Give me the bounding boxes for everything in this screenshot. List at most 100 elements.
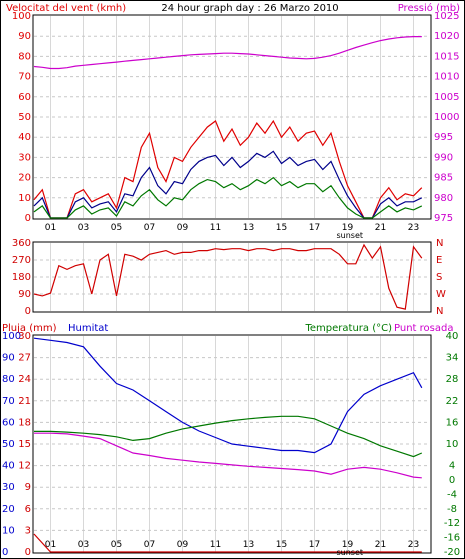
wind-hour-tick: 21	[375, 223, 386, 233]
series-pressure-line	[33, 35, 422, 70]
pressure-y-tick: 975	[434, 213, 453, 224]
lower-hour-tick: 13	[243, 540, 254, 550]
series-temperatura-line	[34, 415, 423, 458]
rain-y-tick: 12	[18, 461, 31, 472]
rain-label: Pluja (mm)	[2, 323, 57, 334]
rain-y-tick: 21	[18, 396, 31, 407]
series-humitat-line	[33, 337, 423, 454]
series-wind-avg-line	[33, 150, 423, 219]
humidity-y-tick: 70	[2, 396, 15, 407]
wind-y-tick: 0	[25, 213, 31, 224]
direction-compass-tick: S	[436, 272, 442, 283]
lower-hour-tick: 11	[210, 540, 221, 550]
humidity-y-tick: 90	[2, 353, 15, 364]
humidity-y-tick: 60	[2, 417, 15, 428]
direction-compass-tick: E	[436, 255, 442, 266]
temperature-y-tick: 4	[449, 461, 455, 472]
wind-y-tick: 80	[18, 51, 31, 62]
pressure-y-tick: 985	[434, 173, 453, 184]
pressure-y-tick: 1010	[434, 72, 459, 83]
wind-hour-tick: 05	[111, 223, 122, 233]
lower-hour-tick: 07	[144, 540, 155, 550]
series-wind-low-line	[33, 176, 423, 219]
chart-marks-layer: 0102030405060708090100975980985990995100…	[2, 11, 460, 558]
pressure-y-tick: 1005	[434, 92, 459, 103]
direction-y-tick: 180	[12, 272, 31, 283]
humidity-y-tick: 0	[2, 547, 8, 558]
humidity-y-tick: 50	[2, 439, 15, 450]
wind-y-tick: 70	[18, 72, 31, 83]
humidity-y-tick: 10	[2, 525, 15, 536]
wind-hour-tick: 07	[144, 223, 155, 233]
wind-hour-tick: 01	[45, 223, 56, 233]
wind-y-tick: 60	[18, 92, 31, 103]
wind-hour-tick: 15	[276, 223, 287, 233]
chart-title: 24 hour graph day : 26 Marzo 2010	[161, 3, 338, 14]
wind-hour-tick: 23	[408, 223, 419, 233]
direction-compass-tick: N	[436, 306, 443, 317]
humidity-y-tick: 30	[2, 482, 15, 493]
lower-hour-tick: 05	[111, 540, 122, 550]
humidity-y-tick: 80	[2, 374, 15, 385]
lower-hour-tick: 03	[78, 540, 89, 550]
series-wind-gust-line	[33, 119, 423, 219]
rain-y-tick: 0	[25, 547, 31, 558]
pressure-y-tick: 1000	[434, 112, 459, 123]
lower-hour-tick: 17	[309, 540, 320, 550]
pressure-y-tick: 1025	[434, 11, 459, 22]
temperature-y-tick: 0	[449, 475, 455, 486]
rain-y-tick: 24	[18, 374, 31, 385]
lower-hour-tick: 21	[375, 540, 386, 550]
rain-y-tick: 18	[18, 417, 31, 428]
wind-y-tick: 100	[12, 11, 31, 22]
lower-hour-tick: 15	[276, 540, 287, 550]
wind-hour-tick: 13	[243, 223, 254, 233]
lower-hour-tick: 01	[45, 540, 56, 550]
temperature-label: Temperatura (°C)	[304, 323, 392, 334]
direction-y-tick: 270	[12, 255, 31, 266]
lower-hour-tick: 23	[408, 540, 419, 550]
wind-speed-label: Velocitat del vent (kmh)	[6, 3, 126, 14]
pressure-y-tick: 980	[434, 193, 453, 204]
wind-sunset-label: sunset	[336, 231, 363, 240]
wind-hour-tick: 19	[342, 223, 354, 233]
temperature-y-tick: 34	[446, 353, 459, 364]
lower-hour-tick: 09	[177, 540, 189, 550]
humidity-y-tick: 40	[2, 461, 15, 472]
pressure-label: Pressió (mb)	[398, 2, 460, 14]
series-punt-rosada-line	[34, 432, 422, 479]
wind-hour-tick: 11	[210, 223, 221, 233]
rain-y-tick: 30	[18, 331, 31, 342]
temperature-y-tick: -16	[444, 533, 460, 544]
wind-hour-tick: 09	[177, 223, 189, 233]
temperature-y-tick: -20	[444, 547, 460, 558]
wind-hour-tick: 03	[78, 223, 89, 233]
temperature-y-tick: 22	[446, 396, 459, 407]
temperature-y-tick: -4	[447, 489, 457, 500]
wind-y-tick: 10	[18, 193, 31, 204]
series-wind-direction-line	[33, 243, 423, 310]
wind-y-tick: 20	[18, 173, 31, 184]
wind-y-tick: 40	[18, 132, 31, 143]
series-pluja-line	[33, 533, 422, 553]
rain-y-tick: 27	[18, 353, 31, 364]
temperature-y-tick: -8	[447, 504, 457, 515]
humidity-label: Humitat	[68, 323, 108, 334]
rain-y-tick: 6	[25, 504, 31, 515]
temperature-y-tick: -12	[444, 518, 460, 529]
wind-y-tick: 50	[18, 112, 31, 123]
pressure-y-tick: 1020	[434, 31, 459, 42]
humidity-y-tick: 20	[2, 504, 15, 515]
temperature-y-tick: 28	[446, 374, 459, 385]
direction-compass-tick: N	[436, 238, 443, 249]
temperature-y-tick: 10	[446, 439, 459, 450]
rain-y-tick: 15	[18, 439, 31, 450]
rain-y-tick: 3	[25, 525, 31, 536]
direction-y-tick: 90	[18, 289, 31, 300]
temperature-y-tick: 16	[446, 417, 459, 428]
wind-y-tick: 30	[18, 152, 31, 163]
direction-y-tick: 0	[25, 306, 31, 317]
direction-compass-tick: W	[436, 289, 446, 300]
